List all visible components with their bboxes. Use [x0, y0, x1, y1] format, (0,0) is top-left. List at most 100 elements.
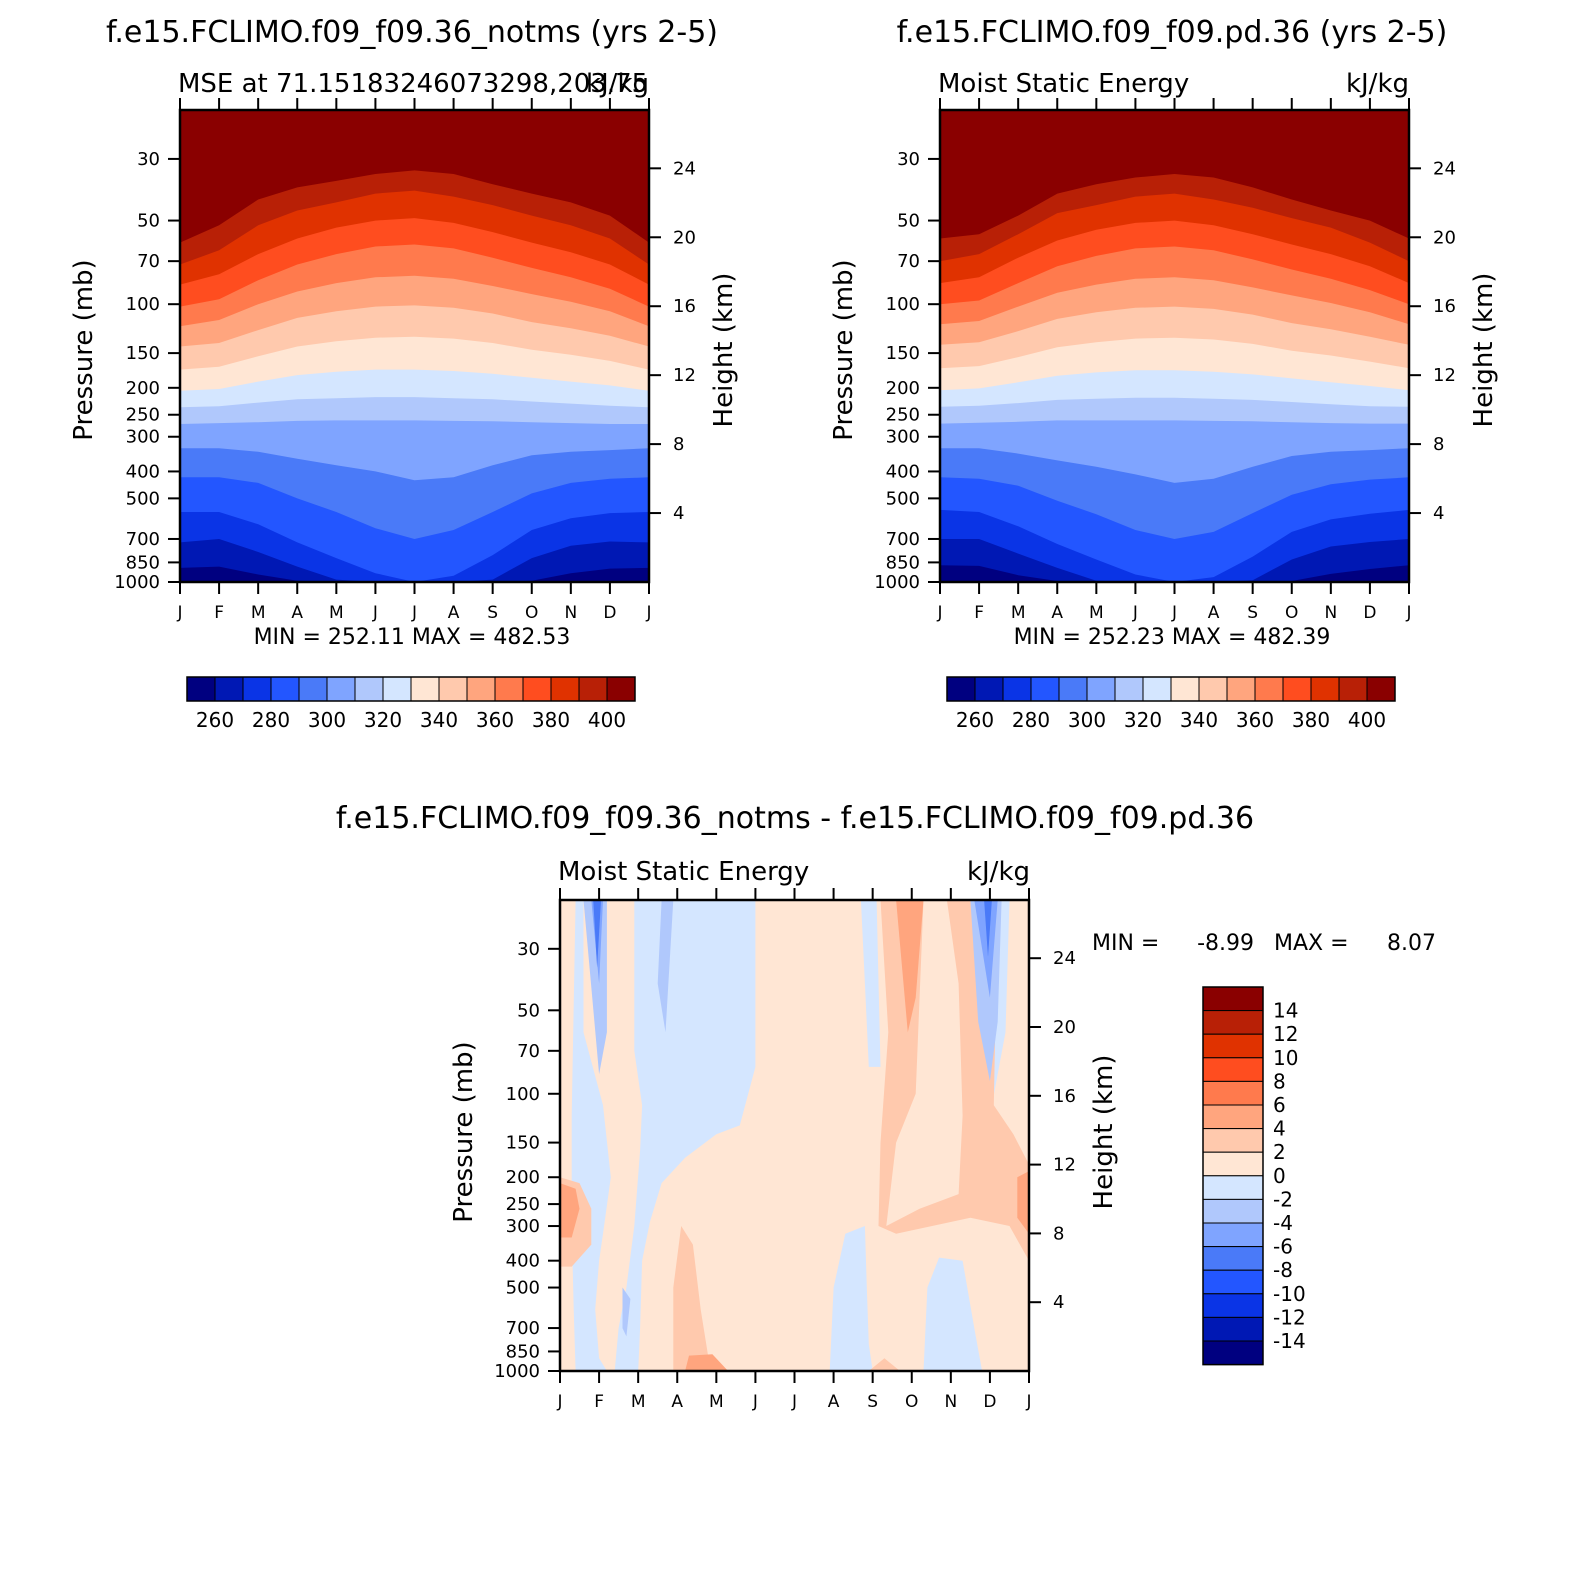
x-tick-label: J [372, 603, 378, 623]
colorbar-swatch [1198, 676, 1228, 702]
x-tick-label: D [1363, 603, 1376, 623]
contour-region [593, 900, 601, 968]
x-tick-label: A [1051, 603, 1063, 623]
y-tick-label: 100 [506, 1084, 540, 1105]
colorbar-swatch [382, 676, 412, 702]
x-tick-label: O [525, 603, 538, 623]
y-tick-label: 850 [126, 552, 160, 573]
x-tick-label: J [645, 603, 651, 623]
height-tick-label: 16 [673, 296, 696, 317]
x-tick-label: J [556, 1392, 562, 1412]
y-tick-label: 500 [126, 488, 160, 509]
colorbar-label: 320 [364, 708, 402, 732]
panel-subtitle-right: kJ/kg [586, 69, 649, 99]
y-tick-label: 150 [126, 343, 160, 364]
colorbar-frame [186, 676, 636, 702]
x-tick-label: M [1089, 603, 1104, 623]
colorbar-label: -10 [1273, 1282, 1306, 1306]
height-tick-label: 20 [673, 227, 696, 248]
y-tick-label: 30 [137, 149, 160, 170]
contour-region [614, 900, 756, 1371]
x-tick-label: N [944, 1392, 957, 1412]
contour-region [657, 900, 674, 1033]
colorbar-swatch [946, 676, 976, 702]
contour-region [673, 1226, 725, 1371]
x-tick-label: F [214, 603, 224, 623]
y-tick-label: 30 [897, 149, 920, 170]
x-tick-label: J [1171, 603, 1177, 623]
x-tick-label: J [1132, 603, 1138, 623]
contour-region [984, 900, 992, 957]
colorbar-swatch [578, 676, 608, 702]
colorbar-swatch [270, 676, 300, 702]
colorbar-swatch [1202, 1316, 1264, 1342]
colorbar-label: -4 [1273, 1211, 1293, 1235]
colorbar-swatch [1338, 676, 1368, 702]
colorbar-swatch [354, 676, 384, 702]
panel-subtitle-left: MSE at 71.15183246073298,203.75 [178, 69, 648, 99]
colorbar-swatch [1170, 676, 1200, 702]
x-tick-label: D [983, 1392, 996, 1412]
colorbar-label: 260 [196, 708, 234, 732]
x-tick-label: D [603, 603, 616, 623]
figure-bottom-title: f.e15.FCLIMO.f09_f09.36_notms - f.e15.FC… [336, 801, 1254, 836]
contour-region [860, 900, 881, 1067]
stats-label: MIN = 252.23 MAX = 482.39 [1014, 625, 1331, 650]
colorbar-label: 360 [1236, 708, 1274, 732]
y-tick-label: 70 [137, 251, 160, 272]
x-tick-label: O [905, 1392, 918, 1412]
colorbar-swatch [1202, 1198, 1264, 1224]
contour-region [896, 900, 924, 1033]
colorbar-swatch [1202, 1175, 1264, 1200]
colorbar-swatch [1254, 676, 1284, 702]
height-tick-label: 8 [1053, 1223, 1064, 1244]
contour-region [622, 1287, 631, 1337]
contour-region [583, 900, 607, 1075]
colorbar-swatch [1114, 676, 1144, 702]
y-tick-label: 250 [126, 405, 160, 426]
contour-band [180, 539, 649, 582]
stats-min-value: -8.99 [1197, 931, 1254, 956]
colorbar-swatch [1030, 676, 1060, 702]
colorbar-swatch [1002, 676, 1032, 702]
colorbar-swatch [1366, 676, 1396, 702]
y-tick-label: 1000 [114, 572, 160, 593]
colorbar-swatch [1310, 676, 1340, 702]
height-tick-label: 24 [1053, 948, 1076, 969]
colorbar-swatch [1202, 1269, 1264, 1295]
colorbar-swatch [1202, 1010, 1264, 1035]
x-tick-label: J [1405, 603, 1411, 623]
colorbar-swatch [1226, 676, 1256, 702]
y-tick-label: 400 [126, 461, 160, 482]
height-tick-label: 20 [1053, 1017, 1076, 1038]
y-tick-label: 50 [517, 1000, 540, 1021]
y-axis-label-right: Height (km) [1469, 273, 1499, 428]
colorbar-label: 340 [420, 708, 458, 732]
colorbar-label: 360 [476, 708, 514, 732]
colorbar-swatch [1202, 1293, 1264, 1318]
x-tick-label: F [974, 603, 984, 623]
y-tick-label: 250 [506, 1194, 540, 1215]
panel-subtitle-left: Moist Static Energy [558, 857, 809, 887]
x-tick-label: A [671, 1392, 683, 1412]
height-tick-label: 4 [1433, 503, 1444, 524]
y-tick-label: 200 [886, 378, 920, 399]
y-tick-label: 300 [886, 427, 920, 448]
colorbar-label: -6 [1273, 1235, 1293, 1259]
y-tick-label: 100 [126, 294, 160, 315]
contour-region [923, 1257, 983, 1371]
contour-region [560, 1183, 580, 1238]
colorbar-label: 260 [956, 708, 994, 732]
x-tick-label: S [867, 1392, 878, 1412]
height-tick-label: 24 [1433, 158, 1456, 179]
height-tick-label: 8 [673, 434, 684, 455]
colorbar-label: 280 [1012, 708, 1050, 732]
colorbar-swatch [1202, 1246, 1264, 1271]
y-tick-label: 250 [886, 405, 920, 426]
height-tick-label: 16 [1053, 1086, 1076, 1107]
colorbar-swatch [242, 676, 272, 702]
x-tick-label: M [709, 1392, 724, 1412]
y-tick-label: 70 [897, 251, 920, 272]
contour-region [829, 1226, 873, 1371]
colorbar-label: -14 [1273, 1329, 1306, 1353]
